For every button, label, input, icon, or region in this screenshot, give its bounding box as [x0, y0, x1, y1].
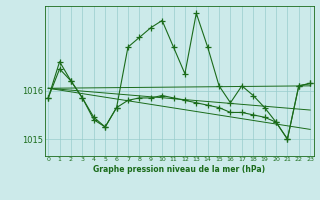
X-axis label: Graphe pression niveau de la mer (hPa): Graphe pression niveau de la mer (hPa)	[93, 165, 265, 174]
